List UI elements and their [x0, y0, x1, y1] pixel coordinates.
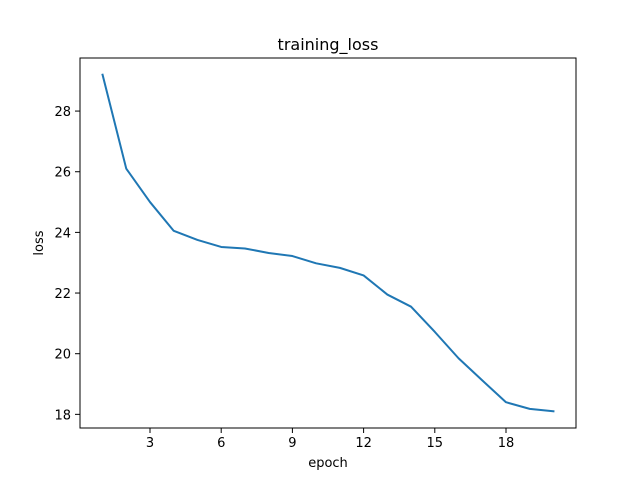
y-tick-label: 24 — [54, 226, 71, 241]
chart-title: training_loss — [278, 35, 379, 55]
x-axis-label: epoch — [308, 456, 348, 471]
plot-area — [80, 58, 576, 428]
x-axis-ticks: 3 6 9 12 15 18 — [146, 428, 514, 451]
x-tick-label: 15 — [427, 436, 444, 451]
series-layer — [101, 73, 555, 413]
y-axis-label: loss — [32, 230, 47, 255]
y-tick-label: 18 — [54, 408, 71, 423]
x-tick-label: 6 — [217, 436, 225, 451]
y-tick-label: 28 — [54, 105, 71, 120]
x-tick-label: 3 — [146, 436, 154, 451]
y-tick-label: 22 — [54, 287, 71, 302]
plot-frame — [79, 57, 577, 429]
series-line — [101, 73, 555, 413]
x-tick-label: 9 — [288, 436, 296, 451]
x-tick-label: 18 — [498, 436, 515, 451]
y-tick-label: 20 — [54, 348, 71, 363]
y-tick-label: 26 — [54, 166, 71, 181]
y-axis-ticks: 18 20 22 24 26 28 — [54, 105, 80, 423]
x-tick-label: 12 — [355, 436, 372, 451]
